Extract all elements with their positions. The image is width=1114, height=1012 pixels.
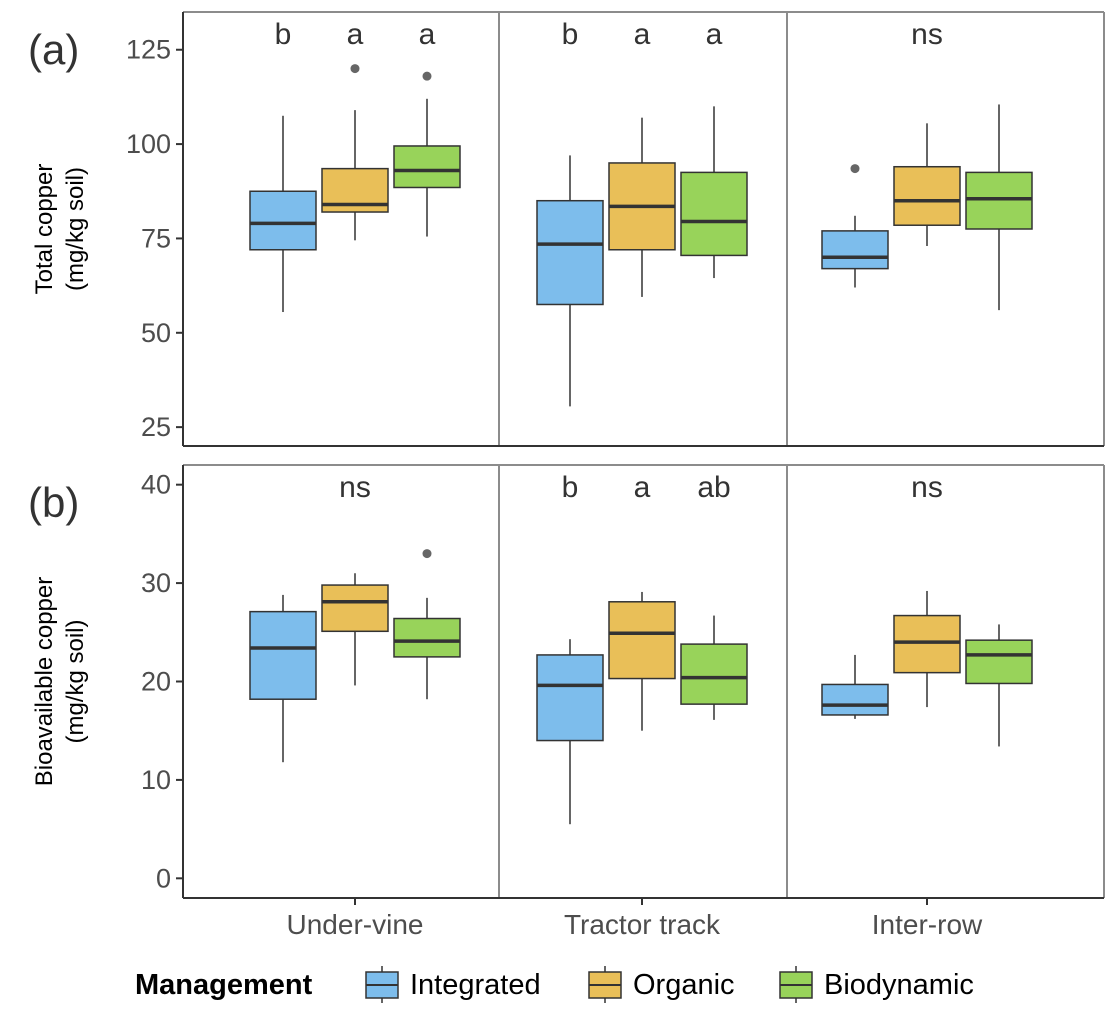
- box-biodynamic: [393, 71, 461, 237]
- y-tick-label: 20: [141, 667, 171, 697]
- box-iqr: [821, 230, 889, 270]
- significance-label: a: [347, 18, 364, 51]
- box-iqr: [965, 171, 1033, 230]
- box-iqr: [965, 639, 1033, 685]
- box-organic: [893, 590, 961, 708]
- box-iqr: [321, 584, 389, 633]
- facet-tractor-track: b a ab: [536, 471, 748, 825]
- box-biodynamic: [965, 104, 1033, 311]
- x-category-label: Inter-row: [872, 909, 983, 940]
- box-biodynamic: [393, 549, 461, 700]
- x-category-label: Tractor track: [564, 909, 721, 940]
- y-tick-label: 25: [141, 412, 171, 442]
- outlier-point: [422, 71, 432, 81]
- y-axis-label: Total copper (mg/kg soil): [31, 164, 89, 295]
- y-tick-label: 10: [141, 765, 171, 795]
- significance-label: a: [634, 471, 651, 504]
- box-iqr: [821, 683, 889, 716]
- x-category-labels: Under-vine Tractor track Inter-row: [287, 898, 983, 940]
- box-iqr: [680, 171, 748, 257]
- legend-item-biodynamic: Biodynamic: [779, 966, 974, 1003]
- significance-label: ns: [911, 471, 943, 504]
- legend-item-label: Integrated: [410, 969, 541, 1001]
- box-iqr: [680, 643, 748, 705]
- outlier-point: [850, 164, 860, 174]
- box-iqr: [536, 654, 604, 742]
- box-integrated: [536, 155, 604, 407]
- significance-label: b: [562, 18, 579, 51]
- box-iqr: [393, 145, 461, 189]
- significance-label: ns: [911, 18, 943, 51]
- y-axis-label-line: Bioavailable copper: [31, 577, 58, 786]
- legend: Management Integrated Organic Biodynamic: [135, 966, 974, 1003]
- facet-inter-row: ns: [821, 18, 1033, 311]
- y-tick-label: 125: [126, 35, 171, 65]
- significance-label: b: [562, 471, 579, 504]
- significance-label: ns: [339, 471, 371, 504]
- box-integrated: [821, 654, 889, 719]
- outlier-point: [350, 64, 360, 74]
- box-integrated: [249, 594, 317, 763]
- legend-items: Integrated Organic Biodynamic: [365, 966, 974, 1003]
- box-organic: [321, 573, 389, 686]
- box-iqr: [249, 610, 317, 700]
- box-iqr: [893, 165, 961, 226]
- y-axis-label-line: Total copper: [31, 164, 58, 295]
- y-axis-label: Bioavailable copper (mg/kg soil): [31, 577, 89, 786]
- box-biodynamic: [680, 106, 748, 279]
- y-tick-label: 100: [126, 129, 171, 159]
- box-iqr: [893, 614, 961, 674]
- outlier-point: [422, 549, 432, 559]
- y-tick-label: 75: [141, 223, 171, 253]
- y-tick-label: 30: [141, 568, 171, 598]
- significance-label: b: [275, 18, 292, 51]
- y-tick-label: 50: [141, 318, 171, 348]
- facet-inter-row: ns: [821, 471, 1033, 747]
- y-tick-label: 0: [156, 863, 171, 893]
- facet-under-vine: ns: [249, 471, 461, 763]
- panel-a: 25 50 75 100 125 (a) Total copper (mg/kg soil) b…: [28, 11, 1105, 447]
- box-biodynamic: [680, 615, 748, 720]
- y-tick-label: 40: [141, 470, 171, 500]
- panel-label: (a): [28, 26, 79, 73]
- legend-item-label: Organic: [633, 969, 735, 1001]
- box-iqr: [249, 190, 317, 251]
- y-axis-label-line: (mg/kg soil): [62, 167, 89, 291]
- legend-item-label: Biodynamic: [824, 969, 974, 1001]
- box-organic: [321, 64, 389, 241]
- significance-label: ab: [697, 471, 730, 504]
- legend-title: Management: [135, 969, 313, 1001]
- box-iqr: [393, 617, 461, 658]
- box-integrated: [536, 639, 604, 825]
- panel-b: 0 10 20 30 40 (b) Bioavailable copper (mg/kg so…: [28, 464, 1105, 899]
- box-organic: [608, 117, 676, 297]
- box-integrated: [821, 164, 889, 288]
- box-organic: [608, 591, 676, 731]
- significance-label: a: [706, 18, 723, 51]
- box-organic: [893, 123, 961, 246]
- legend-item-organic: Organic: [588, 966, 735, 1003]
- x-category-label: Under-vine: [287, 909, 424, 940]
- box-iqr: [536, 199, 604, 306]
- box-integrated: [249, 115, 317, 313]
- y-axis-label-line: (mg/kg soil): [62, 619, 89, 743]
- significance-label: a: [634, 18, 651, 51]
- box-iqr: [608, 601, 676, 680]
- legend-item-integrated: Integrated: [365, 966, 541, 1003]
- panel-label: (b): [28, 479, 79, 526]
- box-biodynamic: [965, 624, 1033, 747]
- significance-label: a: [419, 18, 436, 51]
